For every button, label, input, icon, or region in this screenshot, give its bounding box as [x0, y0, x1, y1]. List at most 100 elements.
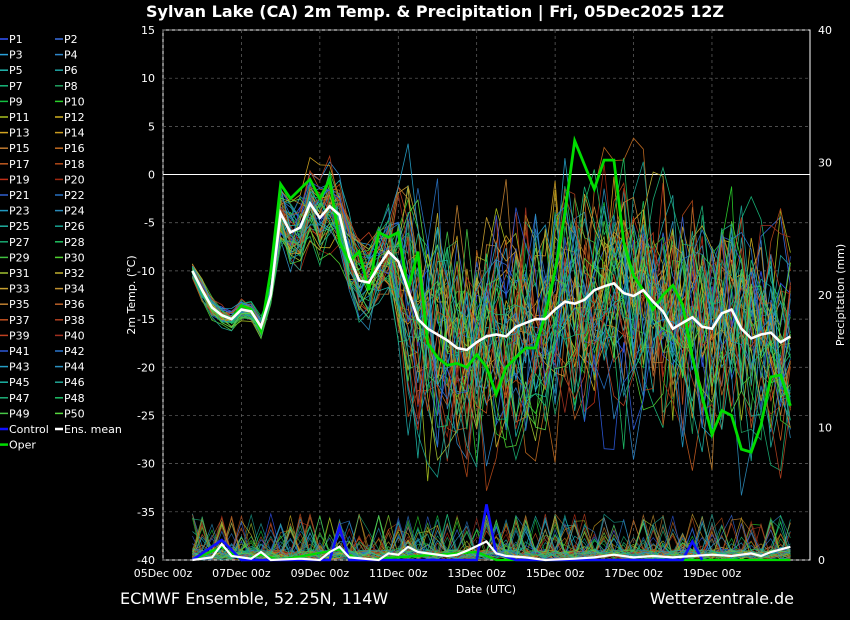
y-tick-label: -10 [137, 265, 155, 278]
legend-label: P13 [9, 127, 30, 140]
x-tick-label: 09Dec 00z [291, 567, 350, 580]
legend-label: P28 [64, 236, 85, 249]
control-precip-line [191, 504, 704, 562]
legend-label: P38 [64, 314, 85, 327]
legend-label: P26 [64, 220, 85, 233]
y2-tick-label: 10 [818, 422, 832, 435]
legend-label: P7 [9, 80, 23, 93]
legend-label: P32 [64, 267, 85, 280]
legend-label: P3 [9, 49, 23, 62]
x-axis-label: Date (UTC) [456, 583, 516, 596]
legend-label: P5 [9, 64, 23, 77]
legend-label: P30 [64, 251, 85, 264]
legend-label: P17 [9, 158, 30, 171]
legend-label: P27 [9, 236, 30, 249]
y2-tick-label: 0 [818, 554, 825, 567]
legend: P1 P2 P3 P4 P5 P6 P7 P8 P9 P10 P11 P12 P13 P14 P15 P16 P… [0, 33, 122, 452]
legend-label: P47 [9, 392, 30, 405]
legend-label: P21 [9, 189, 30, 202]
member-line-p21 [192, 188, 791, 448]
chart-title: Sylvan Lake (CA) 2m Temp. & Precipitatio… [146, 2, 724, 22]
member-line-p33 [192, 185, 791, 409]
legend-label: P25 [9, 220, 30, 233]
footer-site: Wetterzentrale.de [650, 589, 794, 608]
y-tick-label: -15 [137, 313, 155, 326]
y-tick-label: -25 [137, 409, 155, 422]
legend-label: P49 [9, 407, 30, 420]
legend-label: P39 [9, 329, 30, 342]
legend-label: P11 [9, 111, 30, 124]
main-lines [191, 135, 792, 454]
legend-label: P35 [9, 298, 30, 311]
y-tick-label: 5 [148, 120, 155, 133]
legend-label: P1 [9, 33, 23, 46]
legend-label: Control [9, 423, 49, 436]
legend-label: P50 [64, 407, 85, 420]
legend-label: Ens. mean [64, 423, 122, 436]
x-tick-label: 15Dec 00z [526, 567, 585, 580]
legend-label: Oper [9, 439, 36, 452]
y-axis-label: 2m Temp. (°C) [125, 255, 138, 334]
legend-label: P10 [64, 95, 85, 108]
member-line-p45 [192, 213, 791, 459]
x-tick-label: 05Dec 00z [134, 567, 193, 580]
legend-label: P20 [64, 173, 85, 186]
member-line-p44 [192, 190, 791, 397]
y2-tick-label: 30 [818, 157, 832, 170]
member-line-p36 [192, 188, 791, 431]
legend-label: P33 [9, 283, 30, 296]
member-line-p30 [192, 195, 791, 448]
x-tick-label: 17Dec 00z [604, 567, 663, 580]
legend-label: P48 [64, 392, 85, 405]
legend-label: P29 [9, 251, 30, 264]
legend-label: P15 [9, 142, 30, 155]
legend-label: P18 [64, 158, 85, 171]
y-tick-label: -35 [137, 506, 155, 519]
legend-label: P36 [64, 298, 85, 311]
legend-label: P45 [9, 376, 30, 389]
x-tick-label: 13Dec 00z [447, 567, 506, 580]
legend-label: P19 [9, 173, 30, 186]
member-line-p46 [192, 205, 791, 468]
x-tick-label: 11Dec 00z [369, 567, 428, 580]
x-tick-label: 19Dec 00z [683, 567, 742, 580]
x-axis-ticks: 05Dec 00z 07Dec 00z 09Dec 00z 11Dec 00z 13De… [134, 567, 742, 580]
legend-label: P2 [64, 33, 78, 46]
member-line-p50 [192, 197, 791, 431]
member-line-p47 [192, 166, 791, 422]
legend-label: P4 [64, 49, 78, 62]
member-precip-p46 [192, 513, 791, 561]
y-tick-label: 10 [141, 72, 155, 85]
y-axis-ticks: 15 10 5 0 -5 -10 -15 -20 -25 -30 -35 -40 [137, 24, 155, 567]
legend-label: P12 [64, 111, 85, 124]
legend-label: P16 [64, 142, 85, 155]
legend-label: P31 [9, 267, 30, 280]
legend-label: P43 [9, 361, 30, 374]
legend-label: P37 [9, 314, 30, 327]
legend-label: P8 [64, 80, 78, 93]
y2-tick-label: 40 [818, 24, 832, 37]
legend-label: P23 [9, 205, 30, 218]
y2-axis-ticks: 40 30 20 10 0 [818, 24, 832, 567]
y-tick-label: -40 [137, 554, 155, 567]
y2-axis-label: Precipitation (mm) [834, 244, 847, 346]
precipitation-lines [191, 504, 791, 562]
legend-label: P42 [64, 345, 85, 358]
legend-label: P9 [9, 95, 23, 108]
legend-label: P41 [9, 345, 30, 358]
legend-label: P46 [64, 376, 85, 389]
legend-label: P14 [64, 127, 85, 140]
y-tick-label: -5 [144, 217, 155, 230]
y2-tick-label: 20 [818, 289, 832, 302]
y-tick-label: 0 [148, 169, 155, 182]
oper-temp-line [191, 135, 792, 454]
y-tick-label: -20 [137, 361, 155, 374]
legend-label: P24 [64, 205, 85, 218]
x-tick-label: 07Dec 00z [212, 567, 271, 580]
ens-mean-temp-line [191, 200, 792, 352]
legend-label: P40 [64, 329, 85, 342]
oper-precip-line [191, 545, 791, 562]
mean-precip-line [192, 540, 791, 562]
legend-label: P34 [64, 283, 85, 296]
